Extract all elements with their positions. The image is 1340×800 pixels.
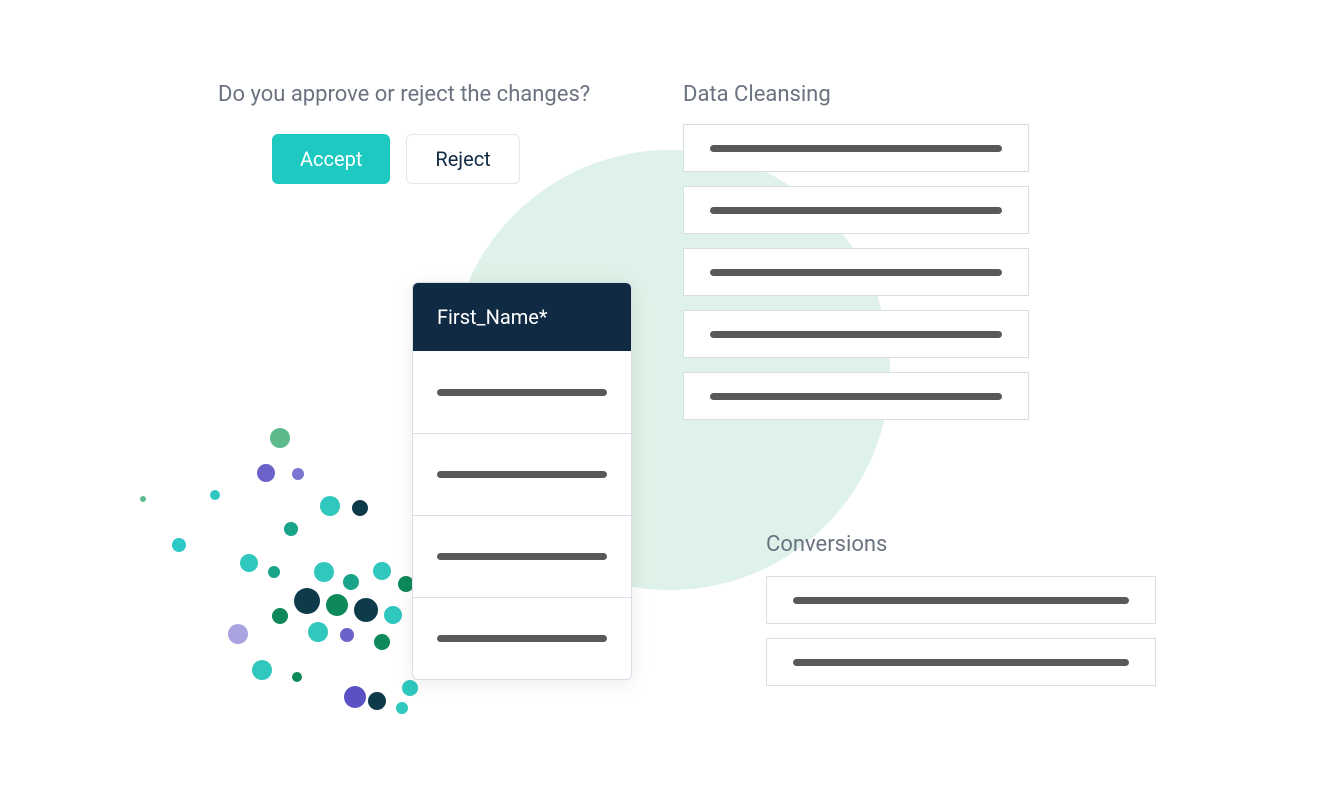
scatter-dot	[210, 490, 220, 500]
cleansing-item[interactable]	[683, 124, 1029, 172]
scatter-dot	[343, 574, 359, 590]
conversions-list	[766, 576, 1156, 686]
placeholder-line	[710, 331, 1002, 338]
scatter-dot	[240, 554, 258, 572]
placeholder-line	[710, 207, 1002, 214]
conversions-item[interactable]	[766, 638, 1156, 686]
cleansing-item[interactable]	[683, 372, 1029, 420]
cleansing-item[interactable]	[683, 186, 1029, 234]
scatter-dot	[294, 588, 320, 614]
placeholder-line	[437, 471, 607, 478]
scatter-dot	[140, 496, 146, 502]
scatter-dot	[308, 622, 328, 642]
placeholder-line	[710, 145, 1002, 152]
placeholder-line	[437, 635, 607, 642]
accept-button[interactable]: Accept	[272, 134, 390, 184]
scatter-dot	[374, 634, 390, 650]
placeholder-line	[710, 269, 1002, 276]
scatter-dot	[384, 606, 402, 624]
data-cleansing-list	[683, 124, 1029, 420]
field-column-row	[413, 351, 631, 433]
scatter-dots-decoration	[140, 410, 440, 740]
scatter-dot	[352, 500, 368, 516]
scatter-dot	[396, 702, 408, 714]
scatter-dot	[252, 660, 272, 680]
scatter-dot	[284, 522, 298, 536]
scatter-dot	[268, 566, 280, 578]
field-column-row	[413, 515, 631, 597]
field-column-header: First_Name*	[413, 283, 631, 351]
field-column-row	[413, 433, 631, 515]
scatter-dot	[340, 628, 354, 642]
placeholder-line	[710, 393, 1002, 400]
scatter-dot	[354, 598, 378, 622]
conversions-item[interactable]	[766, 576, 1156, 624]
scatter-dot	[270, 428, 290, 448]
cleansing-item[interactable]	[683, 310, 1029, 358]
field-column-rows	[413, 351, 631, 679]
placeholder-line	[437, 389, 607, 396]
field-column-row	[413, 597, 631, 679]
scatter-dot	[292, 468, 304, 480]
scatter-dot	[402, 680, 418, 696]
conversions-title: Conversions	[766, 532, 887, 557]
placeholder-line	[793, 597, 1129, 604]
approval-buttons: Accept Reject	[272, 134, 520, 184]
placeholder-line	[437, 553, 607, 560]
scatter-dot	[272, 608, 288, 624]
scatter-dot	[320, 496, 340, 516]
scatter-dot	[344, 686, 366, 708]
scatter-dot	[368, 692, 386, 710]
scatter-dot	[292, 672, 302, 682]
reject-button[interactable]: Reject	[406, 134, 519, 184]
scatter-dot	[326, 594, 348, 616]
data-cleansing-title: Data Cleansing	[683, 82, 831, 107]
placeholder-line	[793, 659, 1129, 666]
cleansing-item[interactable]	[683, 248, 1029, 296]
scatter-dot	[373, 562, 391, 580]
scatter-dot	[228, 624, 248, 644]
field-column-card: First_Name*	[412, 282, 632, 680]
scatter-dot	[257, 464, 275, 482]
approval-prompt: Do you approve or reject the changes?	[218, 82, 590, 107]
scatter-dot	[314, 562, 334, 582]
scatter-dot	[172, 538, 186, 552]
